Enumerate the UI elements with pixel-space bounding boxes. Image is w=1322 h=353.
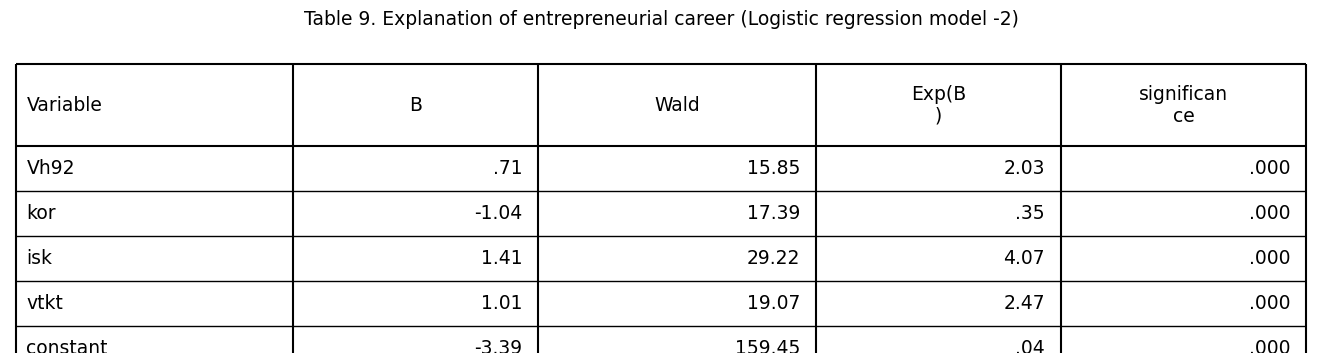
Text: -1.04: -1.04: [475, 204, 522, 223]
Text: isk: isk: [26, 249, 53, 268]
Text: .35: .35: [1015, 204, 1046, 223]
Text: .000: .000: [1249, 294, 1290, 313]
Text: B: B: [410, 96, 422, 114]
Text: .000: .000: [1249, 204, 1290, 223]
Text: Vh92: Vh92: [26, 160, 75, 178]
Text: 159.45: 159.45: [735, 339, 800, 353]
Text: 15.85: 15.85: [747, 160, 800, 178]
Text: -3.39: -3.39: [475, 339, 522, 353]
Text: 19.07: 19.07: [747, 294, 800, 313]
Text: .000: .000: [1249, 339, 1290, 353]
Text: .04: .04: [1015, 339, 1046, 353]
Text: vtkt: vtkt: [26, 294, 63, 313]
Text: 4.07: 4.07: [1003, 249, 1046, 268]
Text: .000: .000: [1249, 160, 1290, 178]
Text: Exp(B
): Exp(B ): [911, 84, 966, 126]
Text: Table 9. Explanation of entrepreneurial career (Logistic regression model -2): Table 9. Explanation of entrepreneurial …: [304, 10, 1018, 29]
Text: Wald: Wald: [654, 96, 701, 114]
Text: 2.47: 2.47: [1003, 294, 1046, 313]
Text: kor: kor: [26, 204, 56, 223]
Text: 17.39: 17.39: [747, 204, 800, 223]
Text: Variable: Variable: [26, 96, 102, 114]
Text: .71: .71: [493, 160, 522, 178]
Text: 29.22: 29.22: [747, 249, 800, 268]
Text: 2.03: 2.03: [1003, 160, 1046, 178]
Text: 1.01: 1.01: [481, 294, 522, 313]
Text: constant: constant: [26, 339, 108, 353]
Text: 1.41: 1.41: [481, 249, 522, 268]
Text: significan
ce: significan ce: [1140, 84, 1228, 126]
Text: .000: .000: [1249, 249, 1290, 268]
